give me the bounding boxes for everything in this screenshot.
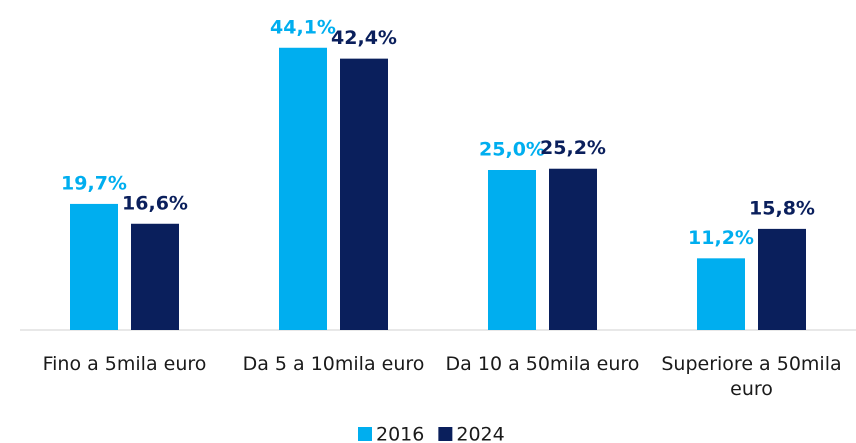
bar bbox=[488, 170, 536, 330]
x-tick-label: Superiore a 50mila euro bbox=[661, 353, 842, 400]
value-label: 25,0% bbox=[479, 139, 545, 161]
bar bbox=[697, 258, 745, 330]
bar bbox=[340, 58, 388, 330]
bar bbox=[549, 168, 597, 330]
value-label: 44,1% bbox=[270, 16, 336, 38]
x-tick-label: Fino a 5mila euro bbox=[42, 353, 207, 375]
value-label: 25,2% bbox=[540, 137, 606, 159]
bar bbox=[70, 203, 118, 330]
legend-label: 2016 bbox=[376, 424, 424, 443]
legend-label: 2024 bbox=[456, 424, 504, 443]
value-label: 16,6% bbox=[122, 192, 188, 214]
value-label: 42,4% bbox=[331, 27, 397, 49]
value-label: 15,8% bbox=[749, 197, 815, 219]
value-label: 19,7% bbox=[61, 172, 127, 194]
legend-swatch bbox=[358, 427, 372, 441]
legend-swatch bbox=[438, 427, 453, 441]
value-label: 11,2% bbox=[688, 227, 754, 249]
bar bbox=[279, 47, 327, 330]
bar bbox=[758, 228, 806, 330]
bar bbox=[131, 223, 179, 330]
x-tick-label: Da 10 a 50mila euro bbox=[445, 353, 640, 375]
x-tick-label: Da 5 a 10mila euro bbox=[242, 353, 425, 375]
